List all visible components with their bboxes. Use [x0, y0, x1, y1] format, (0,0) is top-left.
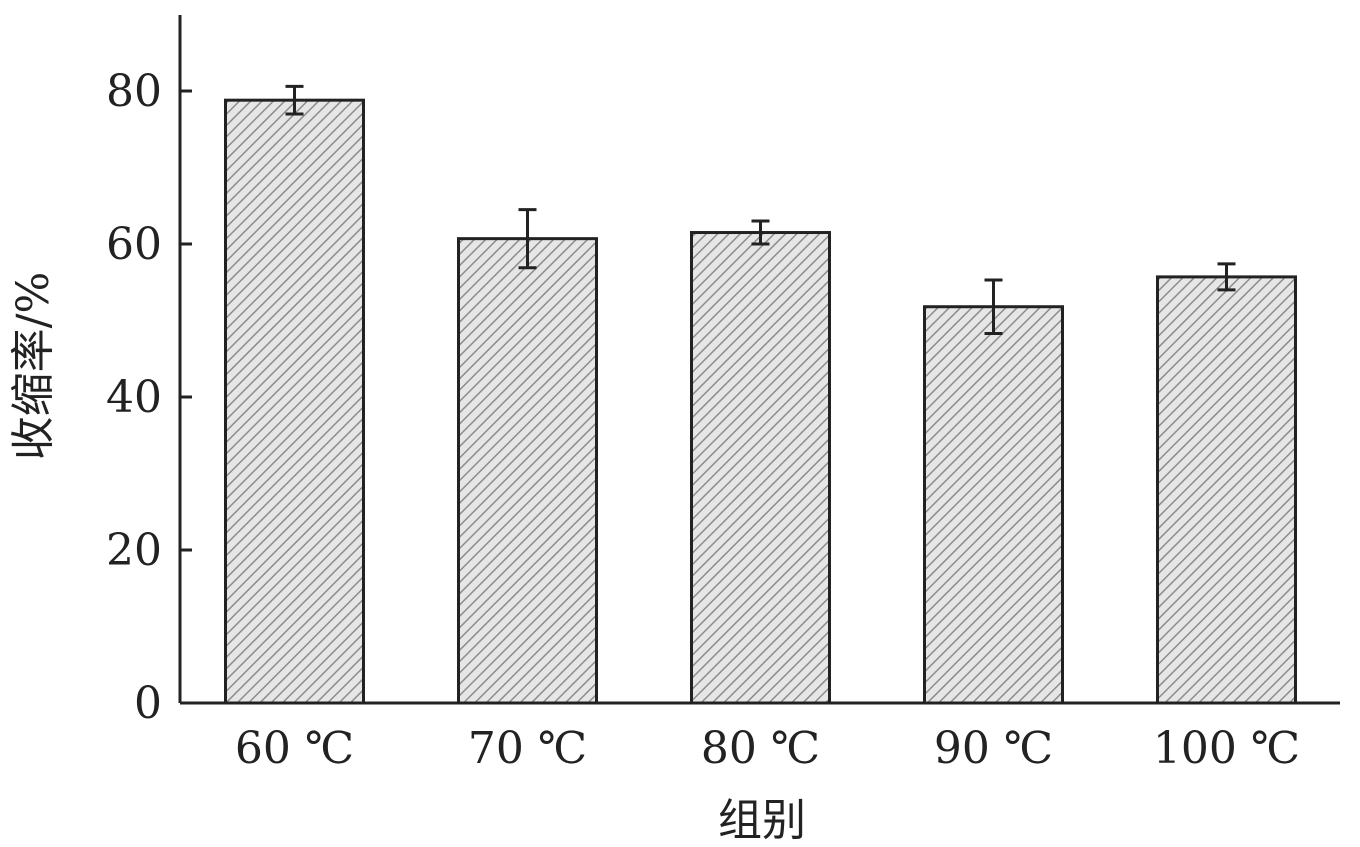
y-tick-label: 20	[106, 525, 162, 576]
y-tick-label: 60	[106, 219, 162, 270]
x-tick-label: 60 ℃	[235, 723, 354, 774]
plot-area: 0 20 40 60 80 60 ℃ 70 ℃ 80 ℃ 90 ℃ 100 ℃	[106, 15, 1340, 774]
y-axis-title: 收缩率/%	[8, 272, 59, 461]
bar	[457, 237, 598, 705]
x-tick-label: 90 ℃	[934, 723, 1053, 774]
x-tick-label: 80 ℃	[701, 723, 820, 774]
bar	[690, 231, 831, 705]
x-axis-title: 组别	[718, 795, 806, 846]
y-tick-label: 80	[106, 66, 162, 117]
bar	[224, 98, 365, 705]
y-tick-label: 40	[106, 372, 162, 423]
y-tick-label: 0	[134, 678, 162, 729]
bar	[1156, 275, 1297, 705]
bar	[923, 305, 1064, 705]
x-tick-label: 70 ℃	[468, 723, 587, 774]
x-tick-label: 100 ℃	[1153, 723, 1300, 774]
